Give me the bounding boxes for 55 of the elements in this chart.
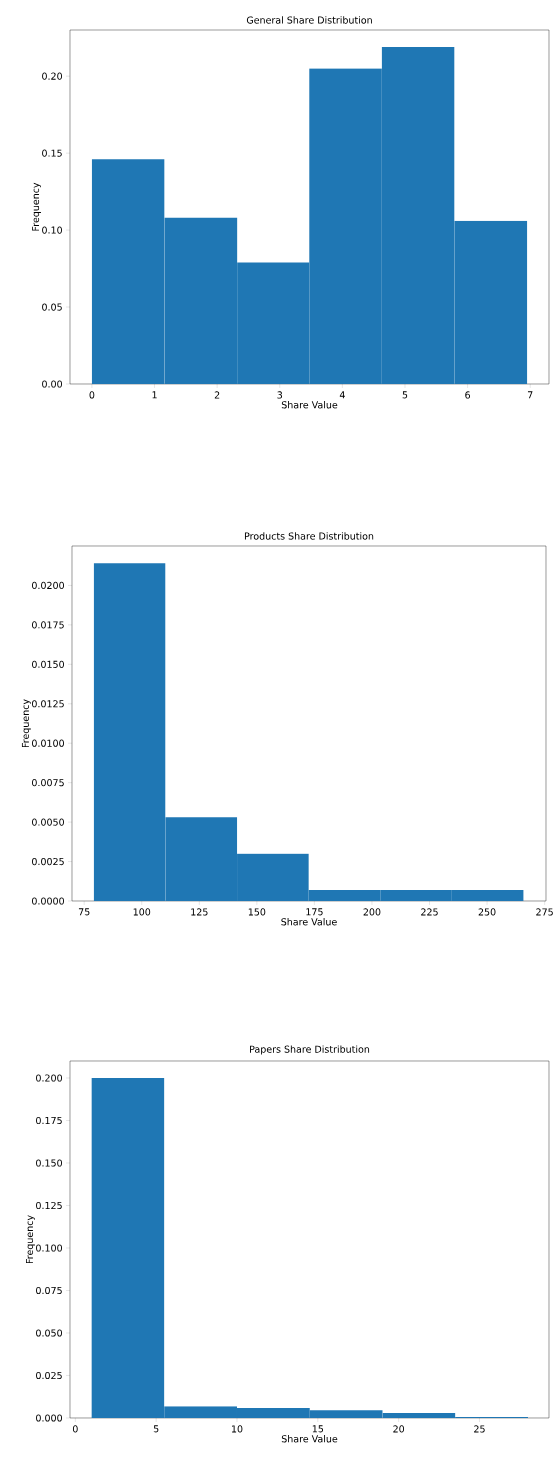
y-tick-label: 0.05 (42, 303, 62, 311)
x-tick-label: 6 (465, 391, 471, 399)
x-tick-label: 25 (474, 1425, 485, 1433)
x-tick-label: 4 (339, 391, 345, 399)
y-tick-label: 0.150 (36, 1159, 62, 1167)
y-tick-label: 0.0075 (32, 779, 64, 787)
y-tick-label: 0.025 (36, 1371, 62, 1380)
y-tick-label: 0.0150 (32, 660, 64, 668)
chart-title: Papers Share Distribution (250, 1045, 370, 1055)
y-axis-title: Frequency (32, 182, 41, 231)
y-tick-label: 0.175 (36, 1116, 62, 1125)
x-tick-label: 175 (306, 908, 323, 916)
x-tick-label: 20 (393, 1425, 405, 1433)
y-tick-label: 0.20 (42, 72, 62, 80)
y-axis-title: Frequency (21, 699, 31, 748)
x-axis-title: Share Value (281, 918, 337, 926)
y-tick-label: 0.0125 (32, 700, 64, 708)
y-tick-label: 0.0000 (32, 897, 64, 905)
y-tick-label: 0.10 (42, 226, 62, 234)
x-tick-label: 0 (89, 391, 95, 399)
x-tick-label: 75 (78, 908, 90, 916)
x-axis-title: Share Value (281, 401, 338, 409)
x-tick-label: 5 (153, 1425, 159, 1433)
y-tick-label: 0.050 (36, 1329, 62, 1337)
x-tick-label: 125 (191, 908, 208, 916)
x-tick-label: 0 (72, 1425, 78, 1433)
y-tick-label: 0.0200 (32, 581, 64, 590)
x-tick-label: 275 (536, 908, 553, 916)
y-tick-label: 0.200 (36, 1074, 62, 1082)
y-tick-label: 0.075 (36, 1286, 62, 1295)
y-tick-label: 0.15 (42, 149, 62, 157)
x-tick-label: 100 (133, 908, 151, 916)
x-axis-title: Share Value (281, 1435, 338, 1443)
y-tick-label: 0.0175 (32, 621, 64, 629)
chart-title: General Share Distribution (246, 16, 372, 24)
y-tick-label: 0.0025 (32, 857, 64, 866)
y-tick-label: 0.0100 (32, 739, 64, 747)
x-tick-label: 2 (214, 391, 220, 399)
y-tick-label: 0.00 (42, 380, 62, 388)
x-tick-label: 225 (421, 908, 438, 916)
x-tick-label: 15 (312, 1425, 324, 1433)
y-tick-label: 0.100 (36, 1244, 62, 1252)
y-tick-label: 0.000 (36, 1414, 62, 1422)
x-tick-label: 250 (478, 908, 496, 916)
y-tick-label: 0.125 (36, 1201, 62, 1210)
x-tick-label: 1 (152, 391, 157, 399)
x-tick-label: 200 (363, 908, 381, 916)
x-tick-label: 5 (402, 391, 408, 399)
x-tick-label: 7 (527, 391, 533, 399)
chart-title: Products Share Distribution (244, 532, 374, 540)
x-tick-label: 150 (248, 908, 266, 916)
y-axis-title: Frequency (26, 1215, 35, 1264)
x-tick-label: 3 (277, 391, 283, 399)
y-tick-label: 0.0050 (32, 818, 64, 826)
x-tick-label: 10 (232, 1425, 243, 1433)
